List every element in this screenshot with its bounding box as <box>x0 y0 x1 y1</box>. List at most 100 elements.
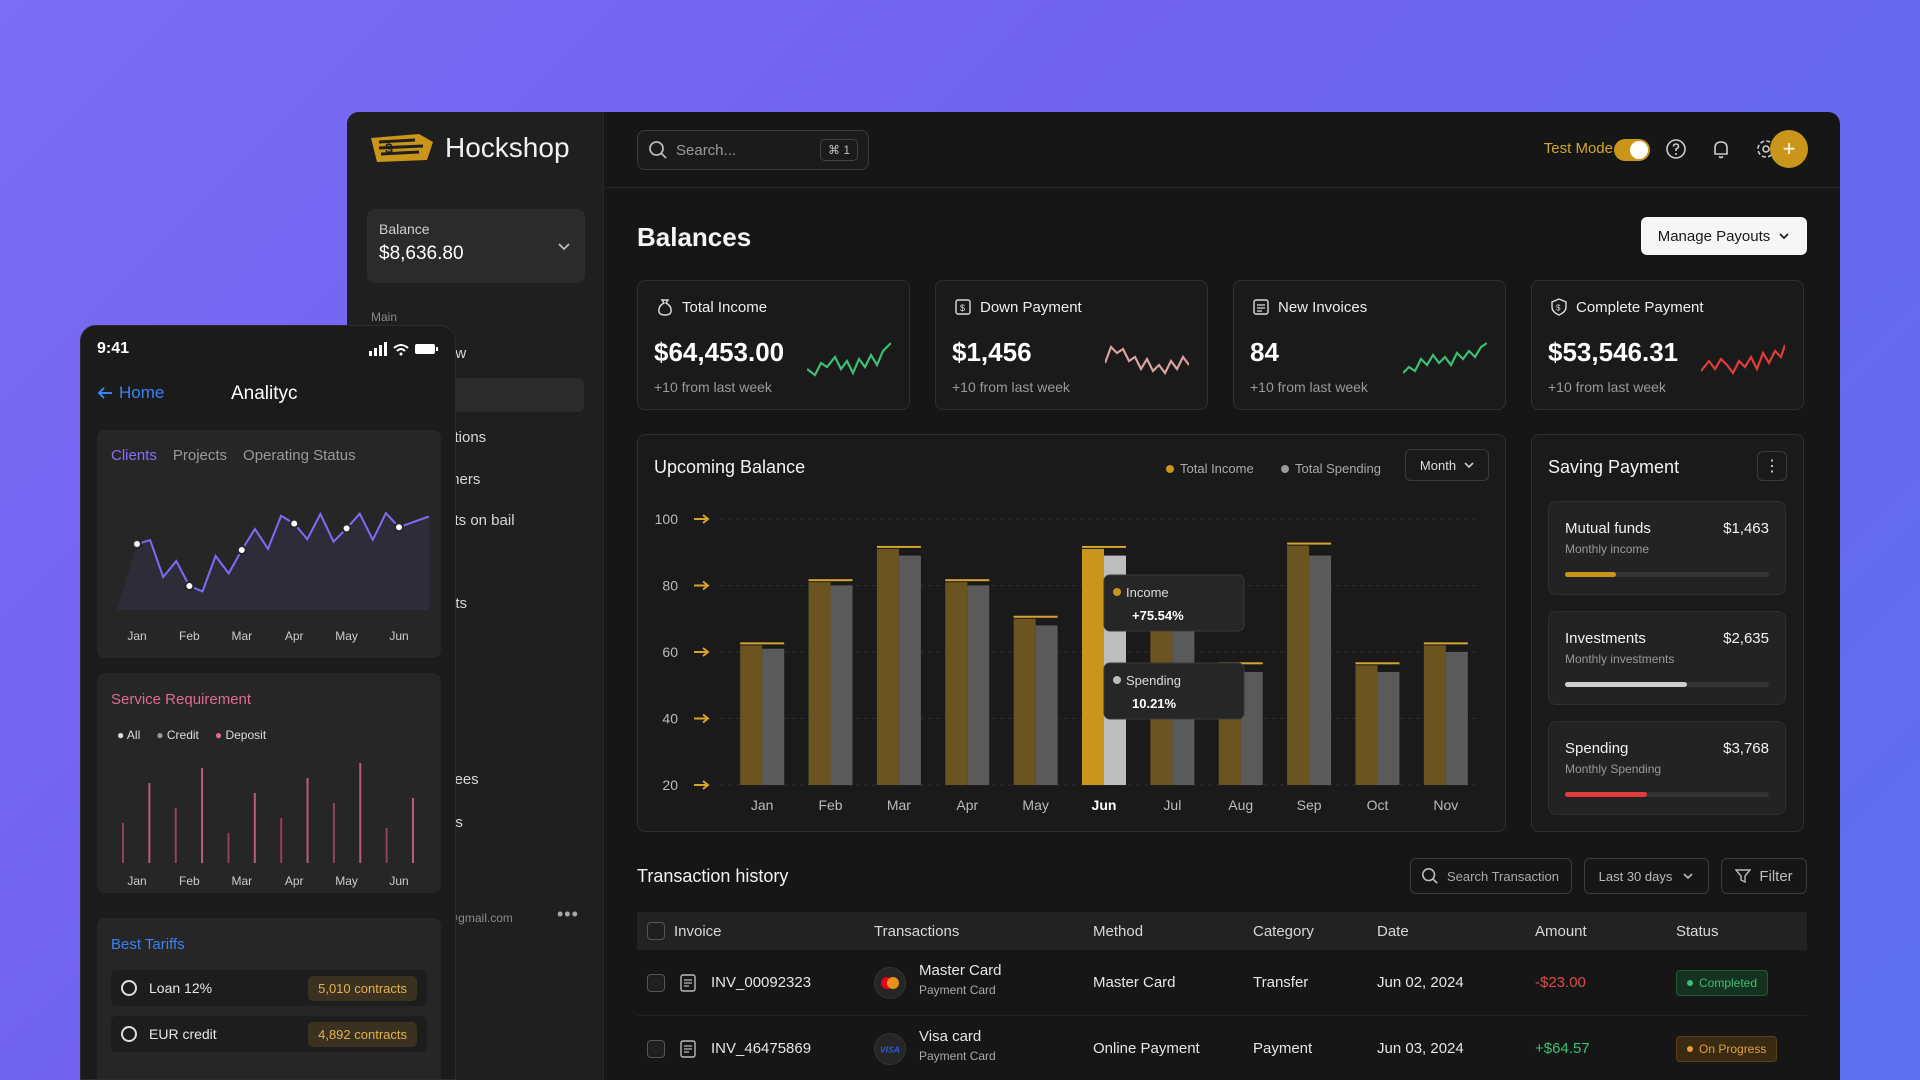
test-mode-toggle[interactable] <box>1614 139 1650 161</box>
line-point <box>341 523 352 534</box>
tab-projects[interactable]: Projects <box>172 447 228 464</box>
bar-spending <box>830 585 853 785</box>
shield-dollar-icon: $ <box>1551 298 1567 316</box>
tariff-item[interactable]: EUR credit 4,892 contracts <box>111 1016 427 1052</box>
y-tick-label: 80 <box>662 578 678 594</box>
search-icon <box>1421 867 1438 884</box>
user-email: @gmail.com <box>446 911 513 925</box>
x-tick-label: Feb <box>818 797 842 813</box>
saving-item-investments[interactable]: Investments Monthly investments $2,635 <box>1548 611 1786 705</box>
tooltip-label: Spending <box>1126 673 1181 688</box>
bell-icon[interactable] <box>1710 138 1732 160</box>
range-dropdown[interactable]: Month <box>1405 449 1489 481</box>
sparkline-up <box>807 342 891 377</box>
filter-button[interactable]: Filter <box>1721 858 1807 894</box>
row-checkbox[interactable] <box>647 973 665 992</box>
date: Jun 03, 2024 <box>1377 1040 1464 1057</box>
x-tick-label: Jan <box>127 629 146 643</box>
transaction-sub: Payment Card <box>919 1049 996 1063</box>
manage-payouts-button[interactable]: Manage Payouts <box>1641 217 1807 255</box>
clients-card: Clients Projects Operating Status Jan Feb… <box>97 430 441 658</box>
table-header: Invoice Transactions Method Category Dat… <box>637 912 1807 950</box>
method: Online Payment <box>1093 1040 1200 1057</box>
bar-spending <box>967 585 990 785</box>
more-vertical-icon[interactable]: ⋮ <box>1757 451 1787 481</box>
bar-cap <box>1423 642 1468 645</box>
tooltip-box <box>1103 574 1245 632</box>
line-series <box>136 511 430 593</box>
x-tick-label: Jun <box>389 874 408 888</box>
help-icon[interactable] <box>1665 138 1687 160</box>
select-all-checkbox[interactable] <box>647 922 665 940</box>
bar-income <box>1423 645 1446 785</box>
sidebar-item-transactions[interactable]: ctions <box>347 420 584 454</box>
saving-item-name: Spending <box>1565 740 1629 757</box>
test-mode-label: Test Mode <box>1543 140 1613 157</box>
legend-deposit: ● Deposit <box>214 728 267 742</box>
tariff-name: Loan 12% <box>149 980 213 996</box>
transaction-search[interactable]: Search Transaction <box>1410 858 1572 894</box>
bar-income <box>808 582 831 785</box>
tooltip-label: Income <box>1126 585 1169 600</box>
balance-value: $8,636.80 <box>379 243 464 264</box>
brand-name: Hockshop <box>445 132 570 163</box>
stat-subtext: +10 from last week <box>952 379 1070 395</box>
tooltip-value: 10.21% <box>1132 696 1177 711</box>
row-checkbox[interactable] <box>647 1039 665 1058</box>
manage-payouts-label: Manage Payouts <box>1657 227 1771 245</box>
amount: -$23.00 <box>1535 974 1586 991</box>
saving-item-spending[interactable]: Spending Monthly Spending $3,768 <box>1548 721 1786 815</box>
col-date: Date <box>1377 922 1409 940</box>
visa-icon: VISA <box>874 1032 906 1065</box>
line-point <box>184 581 195 591</box>
add-button[interactable]: + <box>1770 130 1808 168</box>
category: Transfer <box>1253 974 1309 991</box>
col-amount: Amount <box>1535 922 1587 940</box>
tab-operating-status[interactable]: Operating Status <box>243 447 356 464</box>
x-tick-label: Mar <box>231 874 252 888</box>
sidebar-item-products-on-bail[interactable]: cts on bail <box>347 503 584 537</box>
saving-item-name: Mutual funds <box>1565 520 1651 537</box>
col-category: Category <box>1253 922 1314 940</box>
legend-dot-spending <box>1281 464 1289 473</box>
bar-cap <box>740 642 785 645</box>
brand[interactable]: $ Hockshop <box>367 132 570 164</box>
arrow-right-icon <box>694 647 710 657</box>
tab-clients[interactable]: Clients <box>111 447 157 464</box>
x-tick-label: Jan <box>751 797 774 813</box>
status-badge: Completed <box>1676 969 1769 996</box>
stat-subtext: +10 from last week <box>654 379 772 395</box>
back-button[interactable]: Home <box>97 383 164 403</box>
arrow-left-icon <box>97 387 112 399</box>
saving-item-mutual-funds[interactable]: Mutual funds Monthly income $1,463 <box>1548 501 1786 595</box>
x-tick-label: Jan <box>127 874 146 888</box>
search-input[interactable] <box>676 141 806 159</box>
method: Master Card <box>1093 974 1176 991</box>
x-tick-label: Apr <box>285 874 304 888</box>
x-tick-label: May <box>335 629 358 643</box>
bar-spending <box>762 648 785 785</box>
date-range-dropdown[interactable]: Last 30 days <box>1584 858 1709 894</box>
table-row[interactable]: INV_00092323 Master Card Payment Card Mas… <box>637 950 1807 1016</box>
transaction-name: Visa card <box>919 1028 982 1045</box>
bar-income <box>740 645 763 785</box>
search-shortcut: ⌘ 1 <box>819 139 858 161</box>
stat-card-down-payment: $ Down Payment $1,456 +10 from last week <box>935 280 1208 410</box>
amount: +$64.57 <box>1535 1040 1590 1057</box>
tariff-item[interactable]: Loan 12% 5,010 contracts <box>111 970 427 1006</box>
line-point <box>132 539 142 549</box>
invoice-icon <box>1253 299 1269 315</box>
bar-cap <box>1287 542 1332 545</box>
bar-income <box>876 548 899 785</box>
bar-cap <box>876 545 921 548</box>
bar-cap <box>1013 615 1058 618</box>
more-options-icon[interactable]: ••• <box>557 904 579 924</box>
balance-selector[interactable]: Balance $8,636.80 <box>367 209 585 283</box>
stat-title: New Invoices <box>1278 298 1368 316</box>
x-tick-label: Apr <box>285 629 304 643</box>
stat-title: Down Payment <box>980 298 1082 316</box>
status-icons <box>369 342 438 356</box>
svg-text:$: $ <box>385 140 393 156</box>
table-row[interactable]: INV_46475869 VISA Visa card Payment Card … <box>637 1016 1807 1080</box>
search-box[interactable]: ⌘ 1 <box>637 130 869 170</box>
